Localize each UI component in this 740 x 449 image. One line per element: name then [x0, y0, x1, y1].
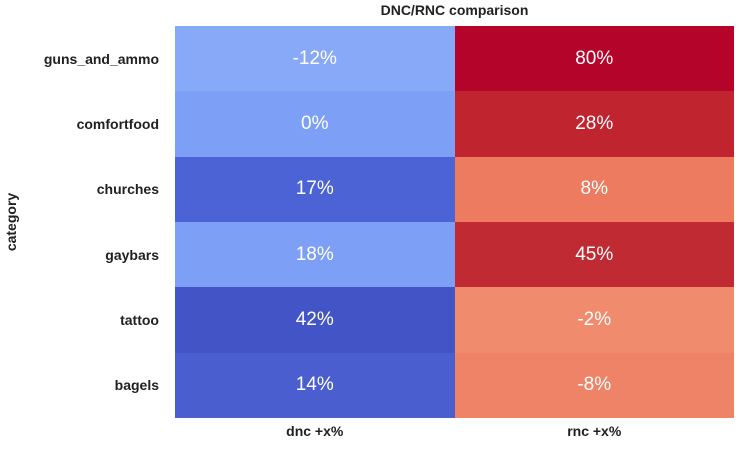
chart-title: DNC/RNC comparison — [380, 2, 529, 18]
x-tick-label-rnc: rnc +x% — [567, 423, 622, 439]
y-tick-label: churches — [96, 181, 159, 198]
heatmap-cell: 28% — [454, 91, 734, 157]
y-tick-label: gaybars — [105, 246, 159, 263]
heatmap-cell: -2% — [454, 287, 734, 353]
heatmap-grid: -12% 80% 0% 28% 17% 8% 18% 45% 42% -2% 14% -8% — [175, 26, 734, 418]
heatmap-cell: 80% — [454, 26, 734, 92]
heatmap-cell: 17% — [175, 156, 455, 222]
heatmap-cell: 0% — [175, 91, 455, 157]
heatmap-cell: -8% — [454, 352, 734, 418]
heatmap-cell: 45% — [454, 222, 734, 288]
heatmap-cell: 8% — [454, 156, 734, 222]
x-tick-label-dnc: dnc +x% — [286, 423, 344, 439]
y-tick-label: bagels — [114, 377, 159, 394]
heatmap-cell: -12% — [175, 26, 455, 92]
y-tick-labels: guns_and_ammo comfortfood churches gaybars t… — [0, 26, 167, 418]
heatmap-cell: 42% — [175, 287, 455, 353]
y-tick-label: tattoo — [120, 311, 159, 328]
y-tick-label: comfortfood — [76, 115, 159, 132]
heatmap-cell: 14% — [175, 352, 455, 418]
x-tick-labels: dnc +x% rnc +x% — [175, 420, 734, 446]
y-tick-label: guns_and_ammo — [43, 50, 159, 67]
heatmap-cell: 18% — [175, 222, 455, 288]
